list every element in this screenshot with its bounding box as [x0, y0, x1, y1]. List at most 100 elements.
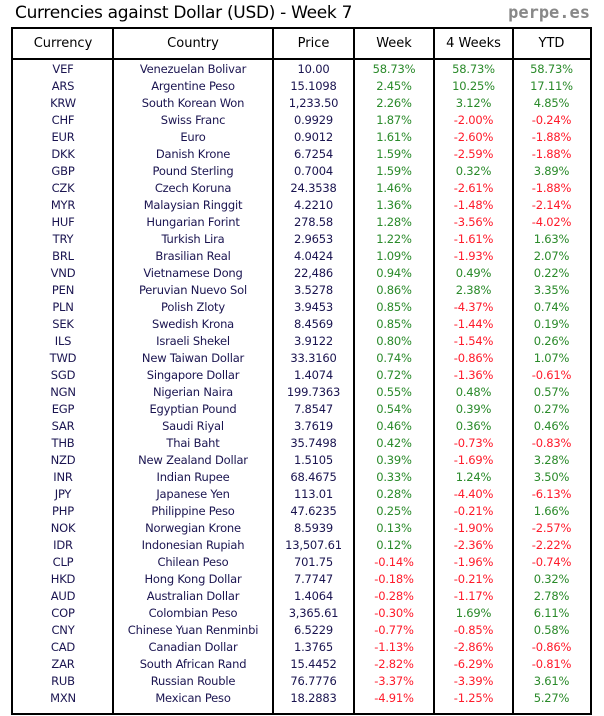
cell-price: 3,365.61 [288, 606, 339, 620]
table-row: RUB Russian Rouble 76.7776 -3.37% -3.39% 3.61… [13, 673, 590, 690]
cell-country: Swedish Krona [152, 317, 234, 331]
cell-price: 3.9453 [293, 300, 334, 314]
cell-4-weeks: 1.69% [455, 606, 492, 620]
cell-currency: HUF [51, 215, 75, 229]
cell-ytd: 0.57% [533, 385, 570, 399]
cell-price: 7.7747 [293, 572, 334, 586]
table-row: BRL Brasilian Real 4.0424 1.09% -1.93% 2.07% [13, 248, 590, 265]
header-4-weeks: 4 Weeks [446, 36, 501, 51]
cell-4-weeks: -0.21% [453, 572, 494, 586]
table-row: COP Colombian Peso 3,365.61 -0.30% 1.69% 6.11… [13, 605, 590, 622]
table-row: JPY Japanese Yen 113.01 0.28% -4.40% -6.13% [13, 486, 590, 503]
cell-currency: CLP [52, 555, 74, 569]
column-divider [433, 29, 435, 713]
cell-ytd: -2.22% [531, 538, 572, 552]
header-ytd: YTD [538, 36, 565, 51]
cell-country: Philippine Peso [151, 504, 235, 518]
cell-week: 0.85% [376, 300, 412, 314]
header-country: Country [167, 36, 219, 51]
cell-4-weeks: 1.24% [455, 470, 492, 484]
cell-ytd: -1.88% [531, 181, 572, 195]
column-divider [353, 29, 355, 713]
cell-currency: INR [53, 470, 73, 484]
cell-price: 0.9012 [293, 130, 334, 144]
cell-country: Canadian Dollar [148, 640, 238, 654]
cell-country: Euro [180, 130, 206, 144]
cell-week: 0.39% [376, 453, 412, 467]
cell-price: 68.4675 [290, 470, 337, 484]
cell-price: 35.7498 [290, 436, 337, 450]
cell-price: 199.7363 [286, 385, 341, 399]
table-row: SAR Saudi Riyal 3.7619 0.46% 0.36% 0.46% [13, 418, 590, 435]
cell-4-weeks: -2.36% [453, 538, 494, 552]
cell-week: 1.28% [376, 215, 412, 229]
cell-ytd: 1.66% [533, 504, 570, 518]
cell-ytd: 3.35% [533, 283, 570, 297]
cell-4-weeks: -1.93% [453, 249, 494, 263]
table-row: EGP Egyptian Pound 7.8547 0.54% 0.39% 0.27% [13, 401, 590, 418]
cell-price: 8.5939 [293, 521, 334, 535]
cell-4-weeks: -1.17% [453, 589, 494, 603]
currency-table: Currency Country Price Week 4 Weeks YTD VEF Ve… [11, 27, 592, 715]
cell-week: 0.46% [376, 419, 412, 433]
cell-4-weeks: 0.36% [455, 419, 492, 433]
cell-country: Norwegian Krone [145, 521, 241, 535]
cell-country: Venezuelan Bolivar [139, 62, 247, 76]
cell-4-weeks: 0.49% [455, 266, 492, 280]
cell-4-weeks: -6.29% [453, 657, 494, 671]
cell-country: South African Rand [139, 657, 247, 671]
cell-price: 4.0424 [293, 249, 334, 263]
cell-4-weeks: -0.85% [453, 623, 494, 637]
cell-ytd: 1.63% [533, 232, 570, 246]
cell-week: -2.82% [374, 657, 414, 671]
cell-currency: ARS [51, 79, 75, 93]
cell-currency: IDR [53, 538, 73, 552]
cell-country: Egyptian Pound [149, 402, 237, 416]
cell-ytd: 0.19% [533, 317, 570, 331]
cell-4-weeks: 0.39% [455, 402, 492, 416]
cell-4-weeks: 2.38% [455, 283, 492, 297]
cell-ytd: 0.58% [533, 623, 570, 637]
cell-price: 3.9122 [293, 334, 334, 348]
cell-week: 1.36% [376, 198, 412, 212]
cell-4-weeks: -4.37% [453, 300, 494, 314]
table-row: ZAR South African Rand 15.4452 -2.82% -6.29%… [13, 656, 590, 673]
cell-currency: JPY [54, 487, 72, 501]
cell-country: Indian Rupee [156, 470, 230, 484]
table-row: CLP Chilean Peso 701.75 -0.14% -1.96% -0.74% [13, 554, 590, 571]
cell-currency: COP [51, 606, 75, 620]
cell-price: 8.4569 [293, 317, 334, 331]
table-row: INR Indian Rupee 68.4675 0.33% 1.24% 3.50% [13, 469, 590, 486]
cell-week: 0.25% [376, 504, 412, 518]
cell-currency: CHF [51, 113, 75, 127]
cell-currency: RUB [51, 674, 75, 688]
table-row: AUD Australian Dollar 1.4064 -0.28% -1.17% 2.… [13, 588, 590, 605]
cell-price: 76.7776 [290, 674, 337, 688]
cell-currency: THB [51, 436, 75, 450]
cell-country: Argentine Peso [151, 79, 235, 93]
cell-4-weeks: 0.48% [455, 385, 492, 399]
cell-4-weeks: -1.69% [453, 453, 494, 467]
cell-price: 10.00 [297, 62, 330, 76]
cell-currency: NZD [50, 453, 76, 467]
cell-currency: HKD [50, 572, 76, 586]
cell-price: 4.2210 [293, 198, 334, 212]
cell-country: Swiss Franc [160, 113, 226, 127]
cell-currency: EUR [51, 130, 75, 144]
cell-currency: CNY [51, 623, 75, 637]
cell-country: Danish Krone [155, 147, 231, 161]
cell-week: 0.12% [376, 538, 412, 552]
cell-currency: SGD [50, 368, 76, 382]
cell-ytd: -1.88% [531, 130, 572, 144]
table-row: NOK Norwegian Krone 8.5939 0.13% -1.90% -2.57… [13, 520, 590, 537]
cell-week: 0.42% [376, 436, 412, 450]
cell-4-weeks: -2.60% [453, 130, 494, 144]
cell-country: Hungarian Forint [146, 215, 240, 229]
table-row: TWD New Taiwan Dollar 33.3160 0.74% -0.86% 1.… [13, 350, 590, 367]
cell-country: South Korean Won [141, 96, 245, 110]
cell-country: Brasilian Real [155, 249, 231, 263]
cell-ytd: 1.07% [533, 351, 570, 365]
cell-week: 0.54% [376, 402, 412, 416]
cell-ytd: 4.85% [533, 96, 570, 110]
cell-currency: ZAR [51, 657, 75, 671]
